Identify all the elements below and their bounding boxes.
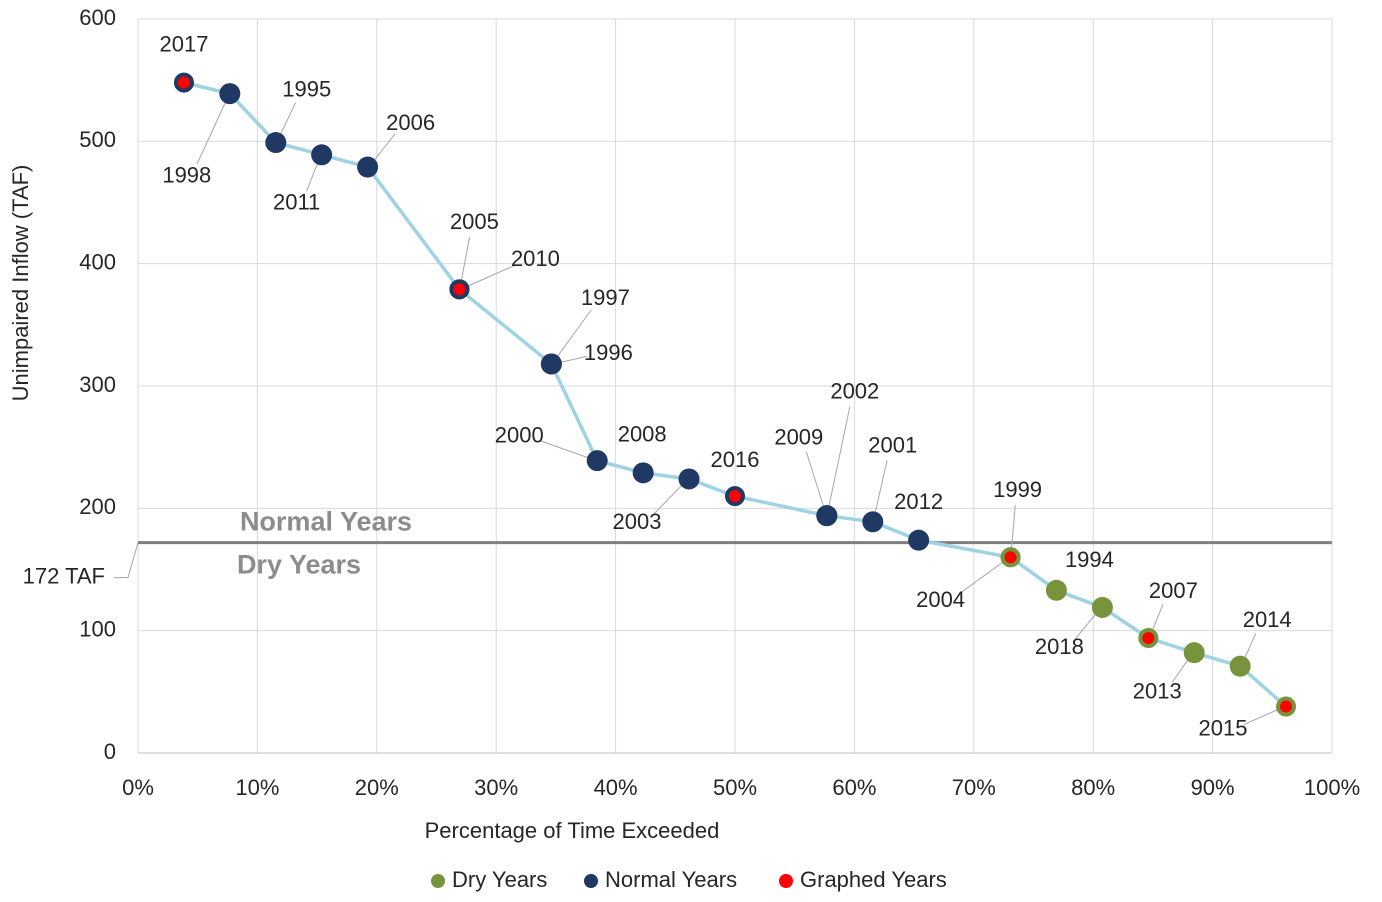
point-label: 2007	[1149, 578, 1198, 603]
y-tick-label: 0	[104, 739, 116, 764]
data-point	[357, 156, 379, 178]
point-label: 2018	[1035, 634, 1084, 659]
point-label: 2006	[386, 110, 435, 135]
x-tick-label: 70%	[952, 775, 996, 800]
legend-marker	[779, 874, 793, 888]
data-point	[632, 462, 654, 484]
point-label: 2013	[1133, 678, 1182, 703]
region-label: Normal Years	[240, 507, 412, 537]
data-point	[1000, 547, 1021, 568]
leader-line	[460, 236, 471, 282]
point-label: 1996	[584, 340, 633, 365]
point-label: 2014	[1243, 607, 1292, 632]
legend-label: Dry Years	[452, 867, 547, 892]
data-point	[449, 279, 470, 300]
x-tick-label: 0%	[122, 775, 154, 800]
leader-line	[540, 440, 590, 459]
leader-line	[559, 355, 587, 364]
x-tick-label: 80%	[1071, 775, 1115, 800]
data-point	[265, 132, 287, 154]
leader-line	[1010, 505, 1016, 550]
reference-label: 172 TAF	[23, 563, 105, 588]
y-tick-label: 600	[79, 5, 116, 30]
data-point	[1276, 696, 1297, 717]
x-tick-label: 40%	[594, 775, 638, 800]
point-label: 2010	[511, 246, 560, 271]
point-label: 2016	[711, 447, 760, 472]
y-tick-label: 500	[79, 127, 116, 152]
point-label: 2011	[273, 190, 320, 215]
x-tick-label: 50%	[713, 775, 757, 800]
leader-line	[196, 100, 227, 165]
data-point	[219, 83, 241, 105]
legend-marker	[431, 874, 445, 888]
point-label: 1999	[993, 477, 1042, 502]
legend-label: Graphed Years	[800, 867, 947, 892]
leader-line	[279, 102, 296, 136]
x-tick-label: 100%	[1304, 775, 1360, 800]
leader-line	[805, 451, 825, 509]
x-tick-label: 90%	[1191, 775, 1235, 800]
leader-line	[306, 161, 319, 192]
x-tick-label: 60%	[832, 775, 876, 800]
leader-line	[874, 460, 888, 515]
data-point	[586, 450, 608, 472]
leader-line	[466, 264, 516, 287]
y-tick-label: 200	[79, 494, 116, 519]
x-tick-label: 20%	[355, 775, 399, 800]
legend-label: Normal Years	[605, 867, 737, 892]
region-label: Dry Years	[237, 550, 361, 580]
x-axis-title: Percentage of Time Exceeded	[425, 818, 720, 843]
leader-line	[114, 542, 139, 579]
point-label: 2015	[1199, 715, 1248, 740]
point-label: 2009	[774, 424, 823, 449]
data-point	[1183, 642, 1205, 664]
point-label: 2000	[495, 422, 544, 447]
x-tick-label: 10%	[235, 775, 279, 800]
y-tick-label: 100	[79, 616, 116, 641]
point-label: 2002	[830, 378, 879, 403]
data-point	[173, 72, 194, 93]
data-point	[540, 353, 562, 375]
leader-line	[1243, 708, 1279, 726]
point-label: 1994	[1065, 547, 1114, 572]
point-label: 2008	[618, 422, 667, 447]
leader-line	[653, 483, 684, 515]
data-point	[1229, 655, 1251, 677]
leader-line	[556, 309, 592, 359]
point-label: 2017	[159, 31, 208, 56]
leader-line	[1171, 658, 1190, 683]
leader-line	[958, 561, 1005, 595]
leader-line	[372, 133, 396, 162]
data-point	[1138, 628, 1159, 649]
y-tick-label: 300	[79, 372, 116, 397]
data-point	[816, 505, 838, 527]
point-label: 2001	[868, 433, 917, 458]
point-label: 2012	[894, 489, 943, 514]
leader-line	[1151, 604, 1164, 632]
point-label: 2004	[916, 587, 965, 612]
leader-line	[1074, 612, 1097, 640]
point-label: 2005	[450, 209, 499, 234]
y-axis-title: Unimpaired Inflow (TAF)	[8, 165, 33, 402]
data-point	[1091, 596, 1113, 618]
data-point	[311, 144, 333, 166]
point-label: 1995	[282, 76, 331, 101]
point-label: 1997	[581, 285, 630, 310]
x-tick-label: 30%	[474, 775, 518, 800]
leader-line	[828, 406, 851, 508]
data-point	[1045, 579, 1067, 601]
y-tick-label: 400	[79, 249, 116, 274]
point-label: 1998	[162, 162, 211, 187]
data-point	[908, 529, 930, 551]
legend-marker	[584, 874, 598, 888]
data-point	[862, 511, 884, 533]
leader-line	[1243, 632, 1257, 660]
point-label: 2003	[613, 509, 662, 534]
data-point	[725, 486, 745, 507]
data-point	[678, 468, 700, 490]
